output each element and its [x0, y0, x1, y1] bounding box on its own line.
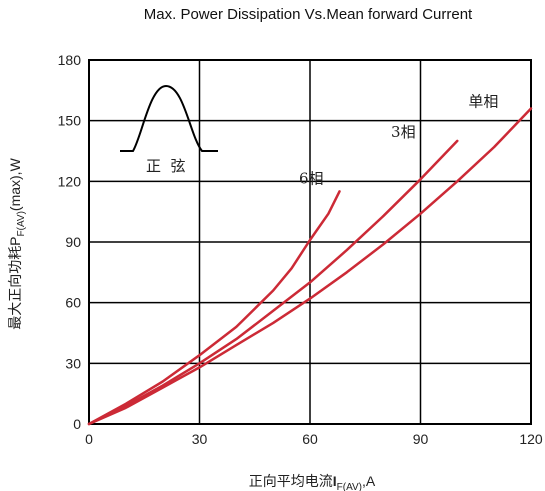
- inset-sine-curve: [120, 84, 218, 152]
- series-line-3: [87, 190, 341, 426]
- y-tick-label: 60: [65, 295, 81, 311]
- y-tick-label: 90: [65, 234, 81, 250]
- x-axis-title-suffix: ,A: [362, 473, 376, 489]
- annotations: 单相 3相 6相: [299, 93, 498, 188]
- axes: [88, 59, 532, 425]
- y-tick-label: 180: [58, 52, 82, 68]
- y-tick-label: 30: [65, 355, 81, 371]
- x-axis-title-prefix: 正向平均电流: [249, 474, 333, 490]
- y-axis-title-subscript: F(AV): [16, 211, 27, 236]
- x-axis-title: 正向平均电流IF(AV),A: [249, 473, 376, 491]
- y-axis-title: 最大正向功耗PF(AV)(max),W: [7, 157, 27, 329]
- series-label-2: 3相: [391, 123, 416, 141]
- tick-labels: 0 30 60 90 120 0 30 60 90 120 150 180: [58, 52, 543, 447]
- y-axis-title-prefix: 最大正向功耗: [8, 246, 24, 330]
- series-line-2: [87, 139, 459, 426]
- x-axis-title-symbol: I: [333, 473, 337, 489]
- sine-inset: 正 弦: [120, 84, 218, 175]
- series-label-1: 单相: [468, 93, 498, 111]
- x-tick-label: 30: [192, 431, 208, 447]
- x-tick-label: 0: [85, 431, 93, 447]
- x-tick-label: 90: [413, 431, 429, 447]
- x-axis-title-subscript: F(AV): [337, 482, 362, 491]
- plot-frame: [88, 59, 532, 425]
- x-tick-label: 60: [302, 431, 318, 447]
- series-line-1: [87, 107, 533, 426]
- series-label-3: 6相: [299, 169, 324, 187]
- chart-title: Max. Power Dissipation Vs.Mean forward C…: [143, 6, 473, 23]
- y-tick-label: 0: [73, 416, 81, 432]
- y-axis-title-suffix: (max),W: [7, 157, 23, 211]
- series-group: [87, 107, 533, 426]
- y-axis-title-symbol: P: [7, 236, 23, 245]
- x-tick-label: 120: [519, 431, 543, 447]
- y-tick-label: 150: [58, 113, 82, 129]
- inset-label: 正 弦: [146, 157, 186, 175]
- y-tick-label: 120: [58, 173, 82, 189]
